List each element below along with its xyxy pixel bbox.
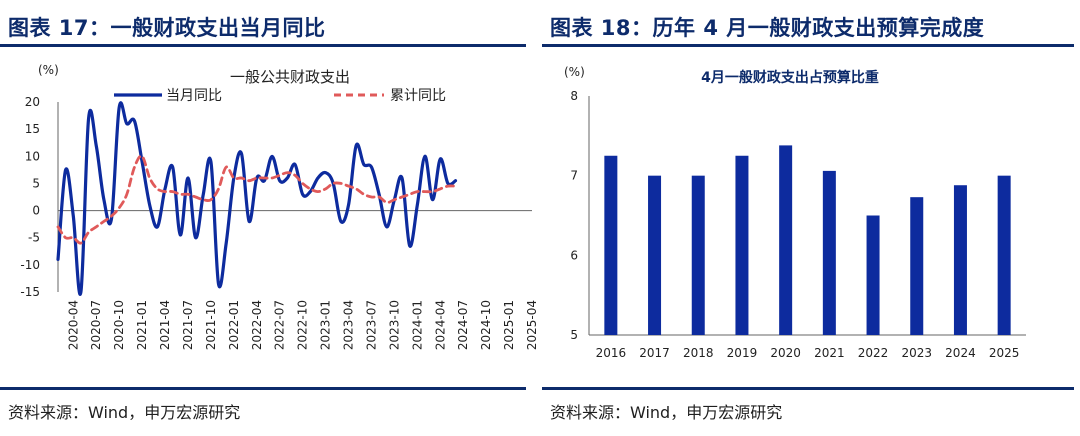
x-tick-label: 2017 [639, 346, 670, 360]
x-tick-label: 2021-10 [204, 300, 218, 350]
y-tick-label: 20 [25, 95, 40, 109]
source-note: 资料来源：Wind，申万宏源研究 [8, 403, 241, 422]
x-tick-label: 2018 [683, 346, 714, 360]
x-tick-label: 2020-07 [89, 300, 103, 350]
chart-title: 4月一般财政支出占预算比重 [701, 69, 879, 86]
x-tick-label: 2023-07 [364, 300, 378, 350]
figure-title: 图表 17：一般财政支出当月同比 [8, 16, 326, 40]
bar-2024 [953, 185, 967, 335]
y-tick-label: 15 [25, 122, 40, 136]
series-line-monthly-yoy [56, 101, 458, 296]
x-tick-label: 2025-04 [525, 300, 539, 350]
x-tick-label: 2024-01 [410, 300, 424, 350]
x-tick-label: 2020-04 [66, 300, 80, 350]
x-tick-label: 2023-04 [342, 300, 356, 350]
y-tick-label: -15 [20, 285, 40, 299]
x-tick-label: 2021-04 [158, 300, 172, 350]
bar-2023 [910, 197, 924, 335]
bar-2018 [691, 175, 705, 335]
x-tick-label: 2023 [901, 346, 932, 360]
right-chart-panel: 图表 18：历年 4 月一般财政支出预算完成度 (%) 4月一般财政支出占预算比重… [542, 0, 1080, 436]
y-tick-label: 0 [32, 204, 40, 218]
y-tick-label: 5 [570, 328, 578, 342]
y-tick-label: -10 [20, 258, 40, 272]
y-tick-label: 5 [32, 176, 40, 190]
y-tick-label: 10 [25, 149, 40, 163]
figure-title: 图表 18：历年 4 月一般财政支出预算完成度 [550, 16, 985, 40]
source-note: 资料来源：Wind，申万宏源研究 [550, 403, 783, 422]
x-tick-label: 2022-10 [296, 300, 310, 350]
x-tick-label: 2024-10 [479, 300, 493, 350]
x-tick-label: 2021-07 [181, 300, 195, 350]
legend-label-monthly: 当月同比 [166, 88, 222, 104]
bar-chart: (%) 4月一般财政支出占预算比重 5 6 7 8 2016 2017 2018 2019 2020… [564, 65, 1026, 360]
x-tick-label: 2020 [770, 346, 801, 360]
x-tick-label: 2020-10 [112, 300, 126, 350]
bar-2016 [604, 155, 618, 335]
source-rule [542, 387, 1074, 390]
chart-title: 一般公共财政支出 [230, 68, 350, 86]
title-rule [0, 44, 526, 47]
bar-2017 [648, 175, 662, 335]
y-tick-label: 6 [570, 248, 578, 262]
series-line-cumulative-yoy [56, 154, 457, 245]
x-tick-label: 2021-01 [135, 300, 149, 350]
x-tick-label: 2022-07 [273, 300, 287, 350]
x-tick-label: 2024-07 [456, 300, 470, 350]
y-axis-unit: (%) [38, 63, 59, 77]
y-tick-label: 7 [570, 169, 578, 183]
bar-2021 [822, 170, 836, 335]
y-tick-label: 8 [570, 89, 578, 103]
x-tick-label: 2021 [814, 346, 845, 360]
x-tick-label: 2023-10 [387, 300, 401, 350]
legend-label-cumulative: 累计同比 [390, 88, 446, 104]
x-tick-label: 2019 [727, 346, 758, 360]
source-rule [0, 387, 526, 390]
title-rule [542, 44, 1074, 47]
y-tick-label: -5 [28, 231, 40, 245]
bar-2019 [735, 155, 749, 335]
x-tick-label: 2022-04 [250, 300, 264, 350]
x-tick-label: 2024-04 [433, 300, 447, 350]
x-tick-label: 2016 [596, 346, 627, 360]
y-axis-unit: (%) [564, 65, 585, 79]
left-chart-panel: 图表 17：一般财政支出当月同比 (%) 一般公共财政支出 -15 -10 -5 0 5 10… [0, 0, 539, 436]
bar-2025 [997, 175, 1011, 335]
x-tick-label: 2024 [945, 346, 976, 360]
line-chart: (%) 一般公共财政支出 -15 -10 -5 0 5 10 15 20 2020-04 2020-0… [20, 63, 539, 350]
x-tick-label: 2022-01 [227, 300, 241, 350]
bar-2020 [779, 145, 793, 335]
x-tick-label: 2025 [989, 346, 1020, 360]
x-tick-label: 2022 [858, 346, 889, 360]
x-tick-label: 2025-01 [502, 300, 516, 350]
bar-2022 [866, 215, 880, 335]
x-tick-label: 2023-01 [319, 300, 333, 350]
